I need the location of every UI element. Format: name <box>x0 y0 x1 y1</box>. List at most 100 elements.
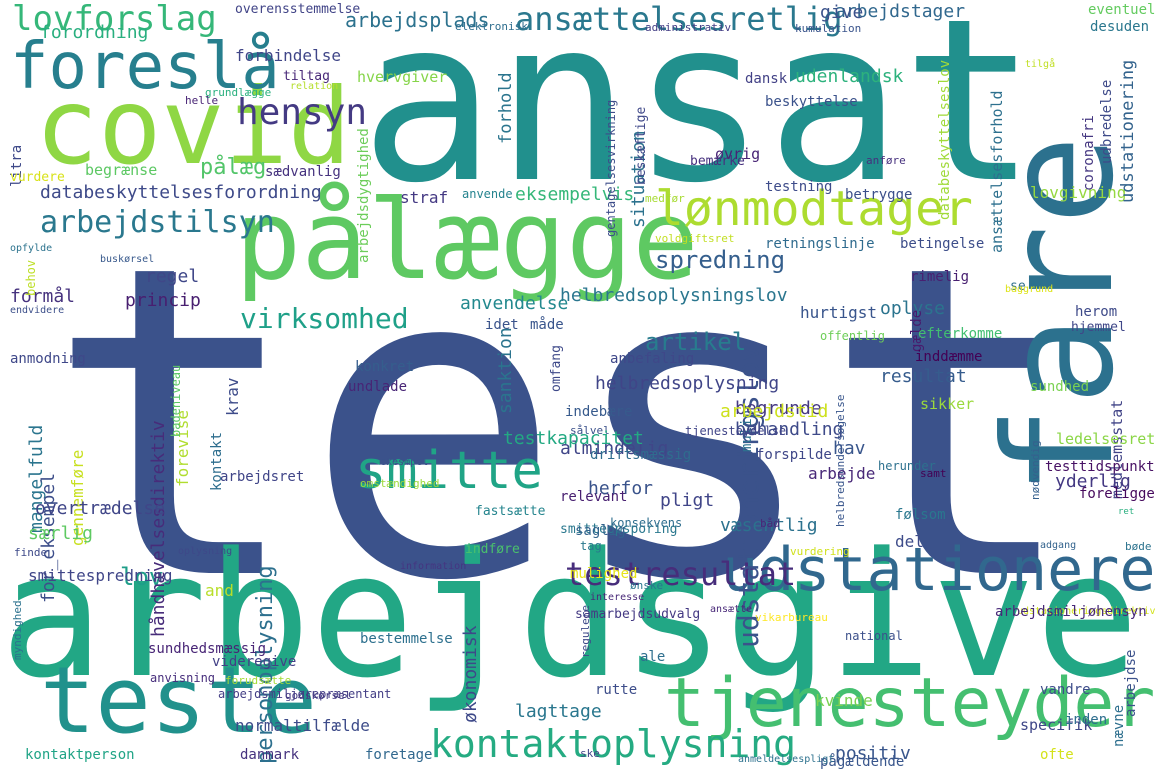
word-s-dvanlig: sædvanlig <box>265 164 341 180</box>
word-ans-tte: ansætte <box>710 604 753 615</box>
word-l-nmodtager: lønmodtager <box>655 181 973 237</box>
word-elektronisk: elektronisk <box>455 20 528 33</box>
word-herunder: herunder <box>878 459 936 473</box>
word-regulere: regulere <box>579 605 592 658</box>
word-betrygge: betrygge <box>845 187 913 203</box>
word-hvervgiver: hvervgiver <box>357 68 448 86</box>
word-teste: teste <box>40 647 317 754</box>
word-helbredsunders-gelse: helbredsundersøgelse <box>834 394 847 527</box>
word-spredning: spredning <box>655 246 786 274</box>
word-helle: helle <box>185 94 219 107</box>
word-forbindelse: forbindelse <box>235 46 341 65</box>
word-normaltilf-lde: normaltilfælde <box>235 716 370 735</box>
word-samarbejdsudvalg: samarbejdsudvalg <box>575 607 701 622</box>
word-arbejdstid: arbejdstid <box>720 401 829 422</box>
word-pa-g-ldende: pågældende <box>820 754 905 770</box>
word-adgang: adgang <box>1040 540 1077 551</box>
word-foreligge: foreligge <box>1079 486 1155 502</box>
word-resultat: resultat <box>880 366 967 387</box>
word-databeskyttelsesforordning: databeskyttelsesforordning <box>40 182 322 203</box>
word-helbredsoplysningslov: helbredsoplysningslov <box>560 285 788 306</box>
word-behov: behov <box>24 259 38 296</box>
word-sanktion: sanktion <box>495 327 516 414</box>
word-s-rlig: særlig <box>28 523 94 544</box>
word-krav: krav <box>223 377 242 416</box>
word-samt: samt <box>920 467 947 480</box>
word-artikel: artikel <box>645 328 747 356</box>
word-regel: regel <box>145 266 200 287</box>
word-tiltag: tiltag <box>283 69 330 84</box>
word-test: test <box>45 175 1081 675</box>
word-opfylde: opfylde <box>10 243 53 254</box>
word-ans-ttelsesforhold: ansættelsesforhold <box>988 90 1006 253</box>
word-specifik: specifik <box>1020 716 1093 734</box>
word-saglig: saglig <box>575 523 626 539</box>
word-beskyttelse: beskyttelse <box>765 94 858 110</box>
word-grundl-gge: grundlægge <box>205 86 272 99</box>
word-fasts-tte: fastsætte <box>475 504 546 519</box>
word-udbredelse: udbredelse <box>1099 79 1115 164</box>
word-finde: finde <box>14 546 48 559</box>
word-pligt: pligt <box>660 490 715 511</box>
word-del: del <box>895 532 924 551</box>
word-tjenesteyder: tjenesteyder <box>664 664 1155 743</box>
word-b-de: bøde <box>1125 540 1152 553</box>
word-forspilde: forspilde <box>756 447 832 463</box>
word-badeniveau: badeniveau <box>169 364 183 437</box>
word-and: and <box>205 581 234 600</box>
word-busk-rsel: buskørsel <box>100 254 155 265</box>
word-ans-ttelsesretlig: ansættelsesretlig <box>515 0 843 38</box>
word-oplyse: oplyse <box>880 298 946 319</box>
word-kvinde: kvinde <box>815 691 873 710</box>
word-covid: covid <box>35 66 352 188</box>
word-anmodning: anmodning <box>10 351 86 367</box>
word-voldgiftsret: voldgiftsret <box>655 232 735 245</box>
word-relation: relation <box>290 81 339 92</box>
word-v-sentlig: væsentlig <box>720 515 818 536</box>
word-betingelse: betingelse <box>900 236 985 252</box>
word-begrunde: begrunde <box>735 398 822 419</box>
word-arbejdstager: arbejdstager <box>835 1 966 22</box>
word-sundhedsm-ssig: sundhedsmæssig <box>148 641 267 657</box>
word-myndighed: myndighed <box>11 600 24 660</box>
word-hurtigst: hurtigst <box>800 303 878 322</box>
word-anbefaling: anbefaling <box>610 351 695 367</box>
word-positiv: positiv <box>835 743 911 764</box>
word-anf-re: anføre <box>866 154 906 167</box>
word-lovforslag: lovforslag <box>12 0 217 39</box>
word-inden: inden <box>1065 712 1108 728</box>
word-administrativ: administrativ <box>645 21 732 34</box>
word-eventuel: eventuel <box>1088 2 1155 18</box>
word-ske: ske <box>580 747 600 760</box>
word-indeb-re: indebære <box>565 404 633 420</box>
word-kontaktoplysning: kontaktoplysning <box>430 722 797 766</box>
word-sa-lvel: sålvel <box>570 424 610 437</box>
word-overensstemmelse: overensstemmelse <box>235 2 361 17</box>
word-sikker: sikker <box>920 395 975 413</box>
word-retningslinje: retningslinje <box>765 236 875 252</box>
word-gentagelsesvirkning: gentagelsesvirkning <box>604 99 618 237</box>
word-ale: ale <box>640 649 666 665</box>
word-efterkomme: efterkomme <box>918 326 1003 342</box>
word-virksomhed: virksomhed <box>240 302 409 335</box>
word-videregive: videregive <box>212 654 297 670</box>
word-vikarbureau: vikarbureau <box>755 611 828 624</box>
word-nske: ønske <box>630 579 664 592</box>
word-overtr-delse: overtrædelse <box>35 498 166 519</box>
word-endvidere: endvidere <box>10 305 65 316</box>
word-foruds-tte: forudsætte <box>225 674 292 687</box>
word-ha-ndh-velsesdirektiv: håndhævelsesdirektiv <box>148 420 169 637</box>
word-herom: herom <box>1075 304 1118 320</box>
word-besk-ftige: beskæftige <box>634 106 649 185</box>
word-arbejdsdygtighed: arbejdsdygtighed <box>356 128 372 263</box>
word-indd-mme: inddæmme <box>915 349 983 365</box>
word-udstationeringsdirektiv: udstationeringsdirektiv <box>1017 606 1155 617</box>
word-arbejdsret: arbejdsret <box>220 469 305 485</box>
word-smittespredning: smittespredning <box>28 566 173 585</box>
word-lagttage: lagttage <box>515 701 602 722</box>
word-idet: idet <box>485 317 519 333</box>
word-ma-de: måde <box>530 317 564 333</box>
word-arbejdsplads: arbejdsplads <box>345 8 490 32</box>
word-anvendelse: anvendelse <box>460 293 569 314</box>
